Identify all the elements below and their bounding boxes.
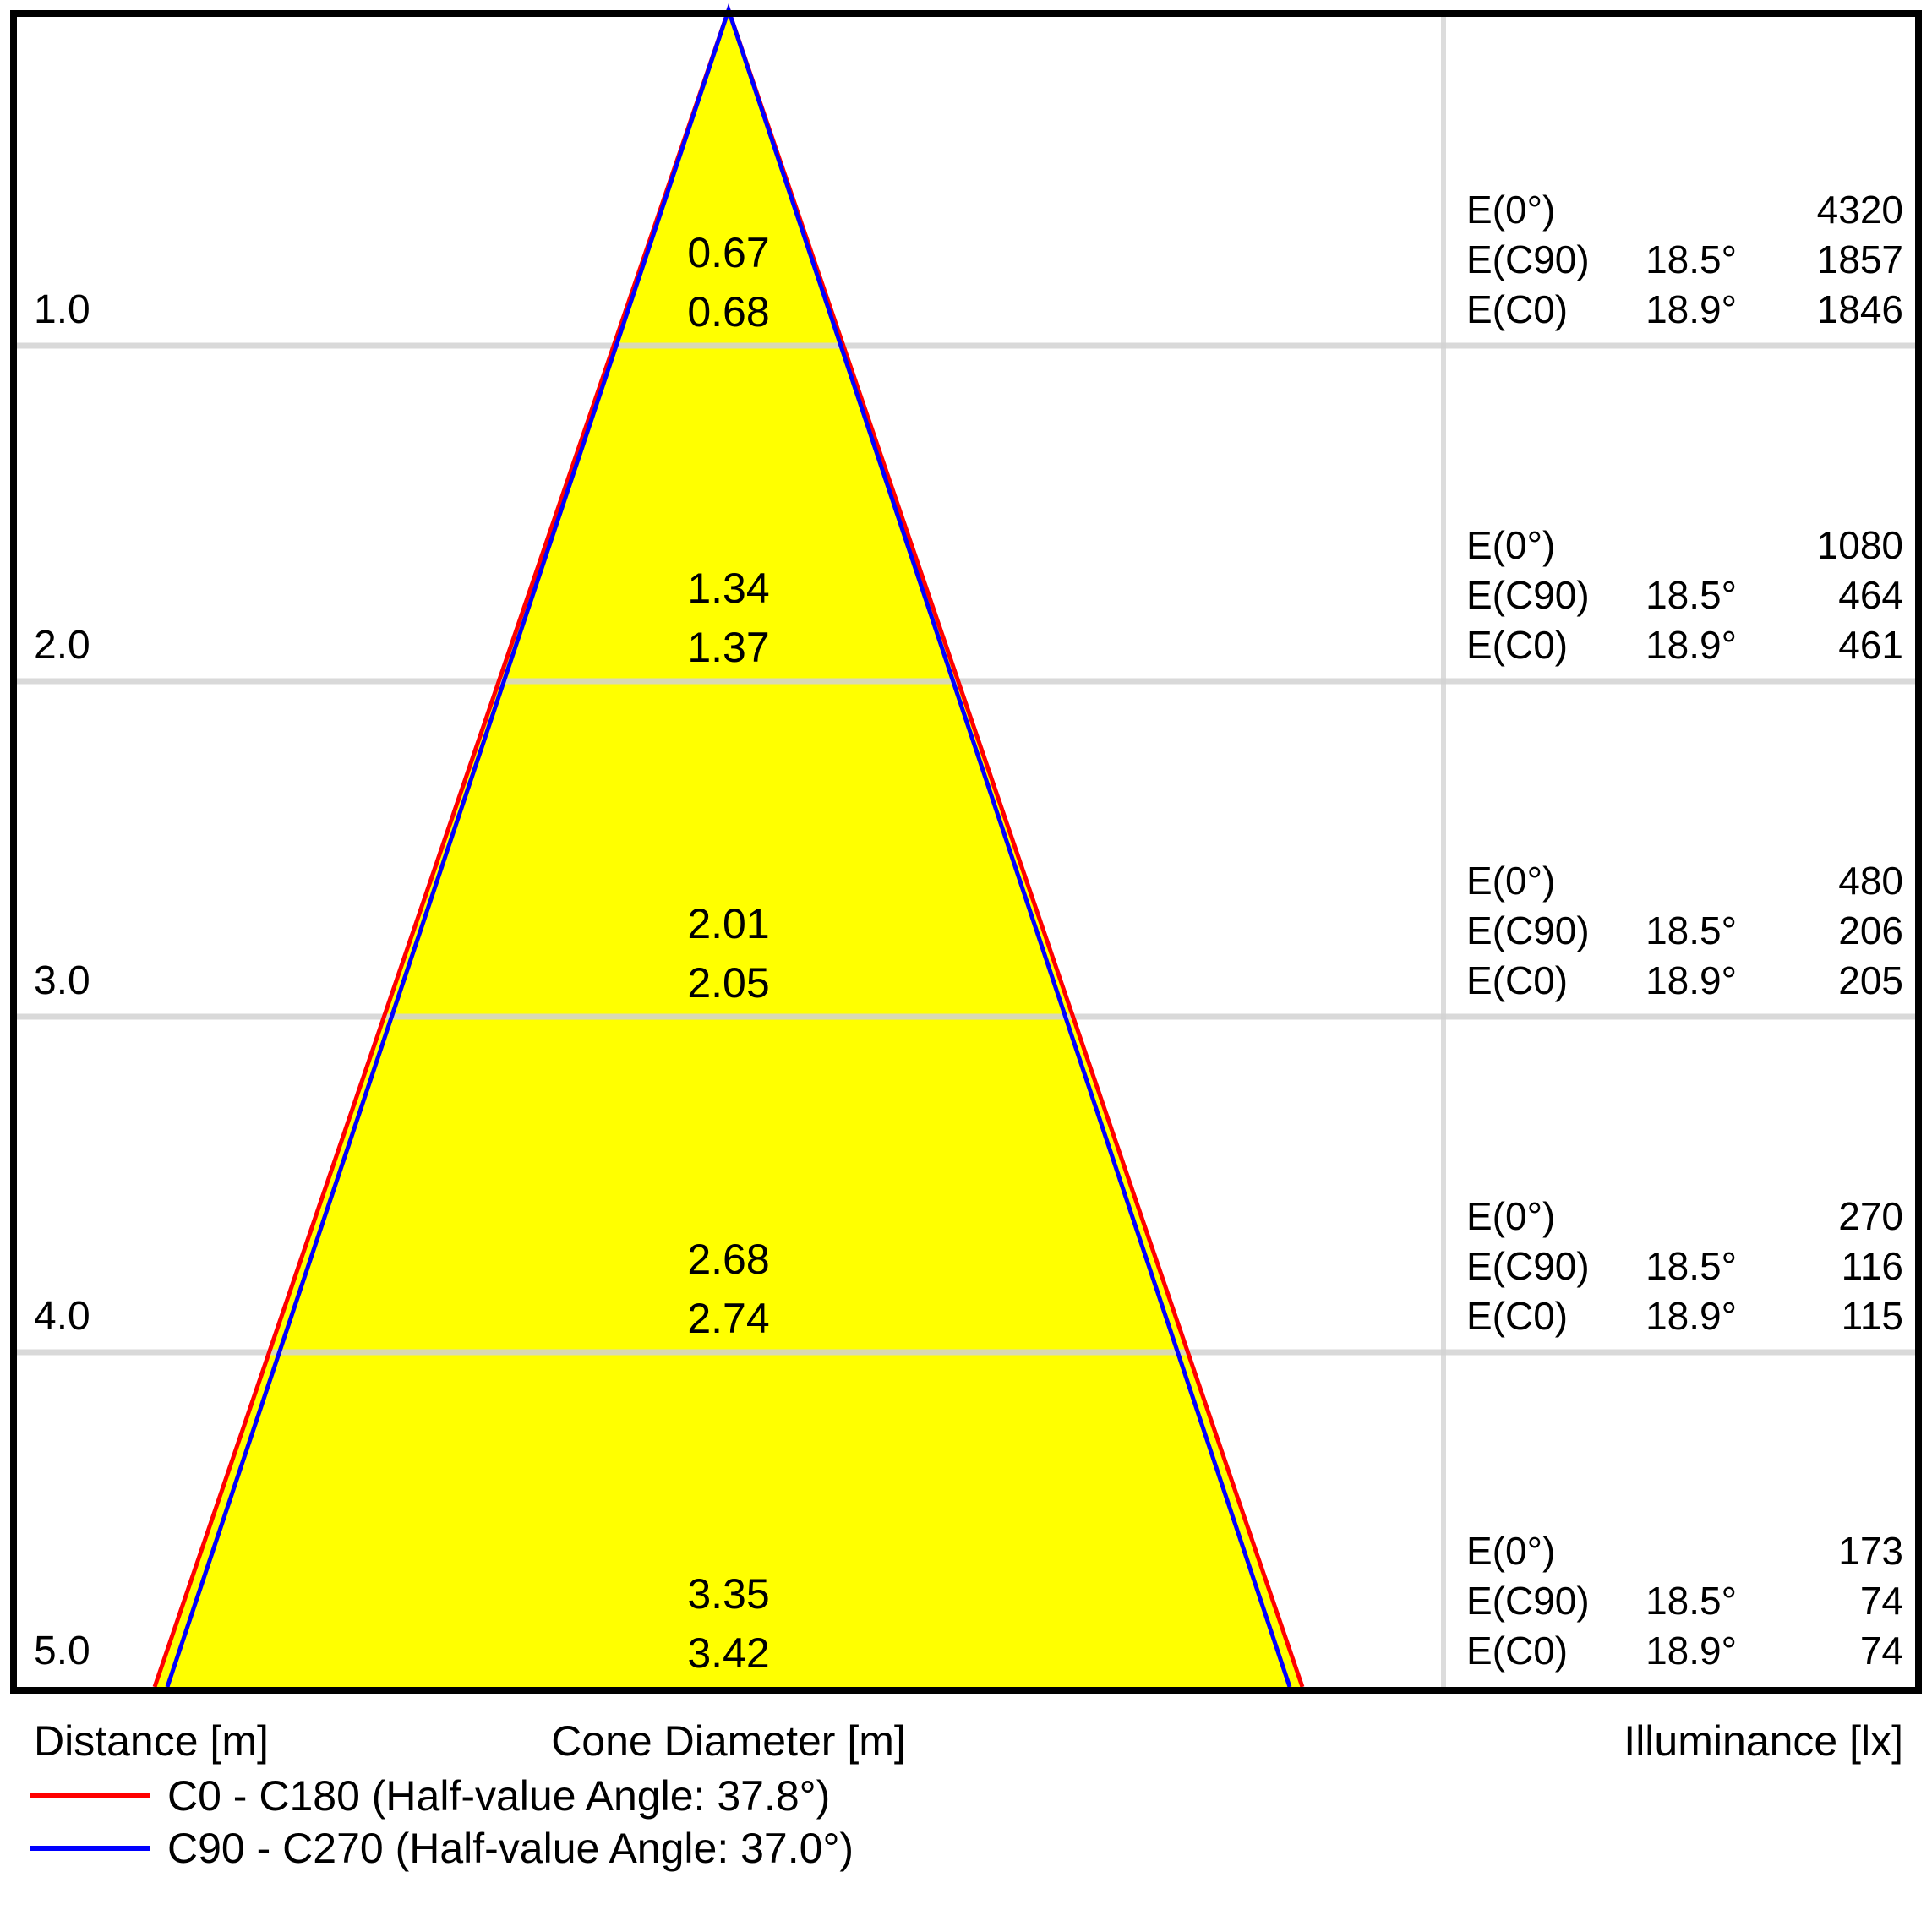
cone-fill [155, 10, 1302, 1687]
cone-diameter-c90: 2.01 [687, 900, 770, 947]
distance-axis-label: Distance [m] [34, 1717, 269, 1765]
cone-diameter-c0: 1.37 [687, 624, 770, 671]
ec90-row: E(C90) 18.5° 1857 [1466, 237, 1903, 281]
legend-label-c0: C0 - C180 (Half-value Angle: 37.8°) [167, 1772, 831, 1820]
illuminance-table-2m: E(0°) 1080 E(C90) 18.5° 464 E(C0) 18.9° 461 [1466, 521, 1903, 670]
illuminance-table-4m: E(0°) 270 E(C90) 18.5° 116 E(C0) 18.9° 115 [1466, 1192, 1903, 1341]
legend-label-c90: C90 - C270 (Half-value Angle: 37.0°) [167, 1825, 854, 1872]
distance-label-1m: 1.0 [34, 287, 90, 332]
illuminance-table-3m: E(0°) 480 E(C90) 18.5° 206 E(C0) 18.9° 205 [1466, 856, 1903, 1006]
cone-diameter-c0: 0.68 [687, 288, 770, 336]
ec0-row: E(C0) 18.9° 1846 [1466, 287, 1903, 331]
cone-diameter-c90: 1.34 [687, 565, 770, 612]
cone-diameter-c0: 2.74 [687, 1295, 770, 1342]
cone-diameter-values-5m: 3.35 3.42 [475, 1564, 982, 1683]
cone-diameter-axis-label: Cone Diameter [m] [551, 1717, 906, 1765]
e0-row: E(0°) 480 [1466, 859, 1903, 903]
ec90-row: E(C90) 18.5° 116 [1466, 1244, 1903, 1288]
cone-diameter-values-2m: 1.34 1.37 [475, 559, 982, 677]
ec90-row: E(C90) 18.5° 464 [1466, 573, 1903, 617]
legend-entry-c0-c180: C0 - C180 (Half-value Angle: 37.8°) [30, 1772, 830, 1820]
cone-diameter-values-4m: 2.68 2.74 [475, 1230, 982, 1348]
cone-diameter-values-1m: 0.67 0.68 [475, 223, 982, 341]
ec90-row: E(C90) 18.5° 206 [1466, 909, 1903, 952]
distance-label-2m: 2.0 [34, 623, 90, 668]
ec0-row: E(C0) 18.9° 74 [1466, 1629, 1903, 1673]
illuminance-table-1m: E(0°) 4320 E(C90) 18.5° 1857 E(C0) 18.9° 1846 [1466, 185, 1903, 335]
e0-row: E(0°) 173 [1466, 1529, 1903, 1573]
ec0-row: E(C0) 18.9° 205 [1466, 958, 1903, 1002]
ec0-row: E(C0) 18.9° 461 [1466, 623, 1903, 667]
ec0-row: E(C0) 18.9° 115 [1466, 1294, 1903, 1338]
legend-entry-c90-c270: C90 - C270 (Half-value Angle: 37.0°) [30, 1825, 854, 1872]
cone-diameter-values-3m: 2.01 2.05 [475, 894, 982, 1012]
e0-row: E(0°) 1080 [1466, 523, 1903, 567]
distance-label-3m: 3.0 [34, 958, 90, 1003]
cone-diameter-c90: 3.35 [687, 1570, 770, 1618]
ec90-row: E(C90) 18.5° 74 [1466, 1579, 1903, 1623]
distance-label-5m: 5.0 [34, 1629, 90, 1673]
c90-line-swatch-icon [30, 1846, 150, 1851]
cone-diameter-c90: 0.67 [687, 229, 770, 276]
illuminance-table-5m: E(0°) 173 E(C90) 18.5° 74 E(C0) 18.9° 74 [1466, 1526, 1903, 1676]
distance-label-4m: 4.0 [34, 1294, 90, 1339]
cone-diameter-c90: 2.68 [687, 1236, 770, 1283]
cone-diameter-c0: 3.42 [687, 1629, 770, 1677]
c0-line-swatch-icon [30, 1793, 150, 1798]
cone-diameter-c0: 2.05 [687, 959, 770, 1007]
e0-row: E(0°) 4320 [1466, 188, 1903, 232]
illuminance-axis-label: Illuminance [lx] [1624, 1717, 1903, 1765]
e0-row: E(0°) 270 [1466, 1194, 1903, 1238]
